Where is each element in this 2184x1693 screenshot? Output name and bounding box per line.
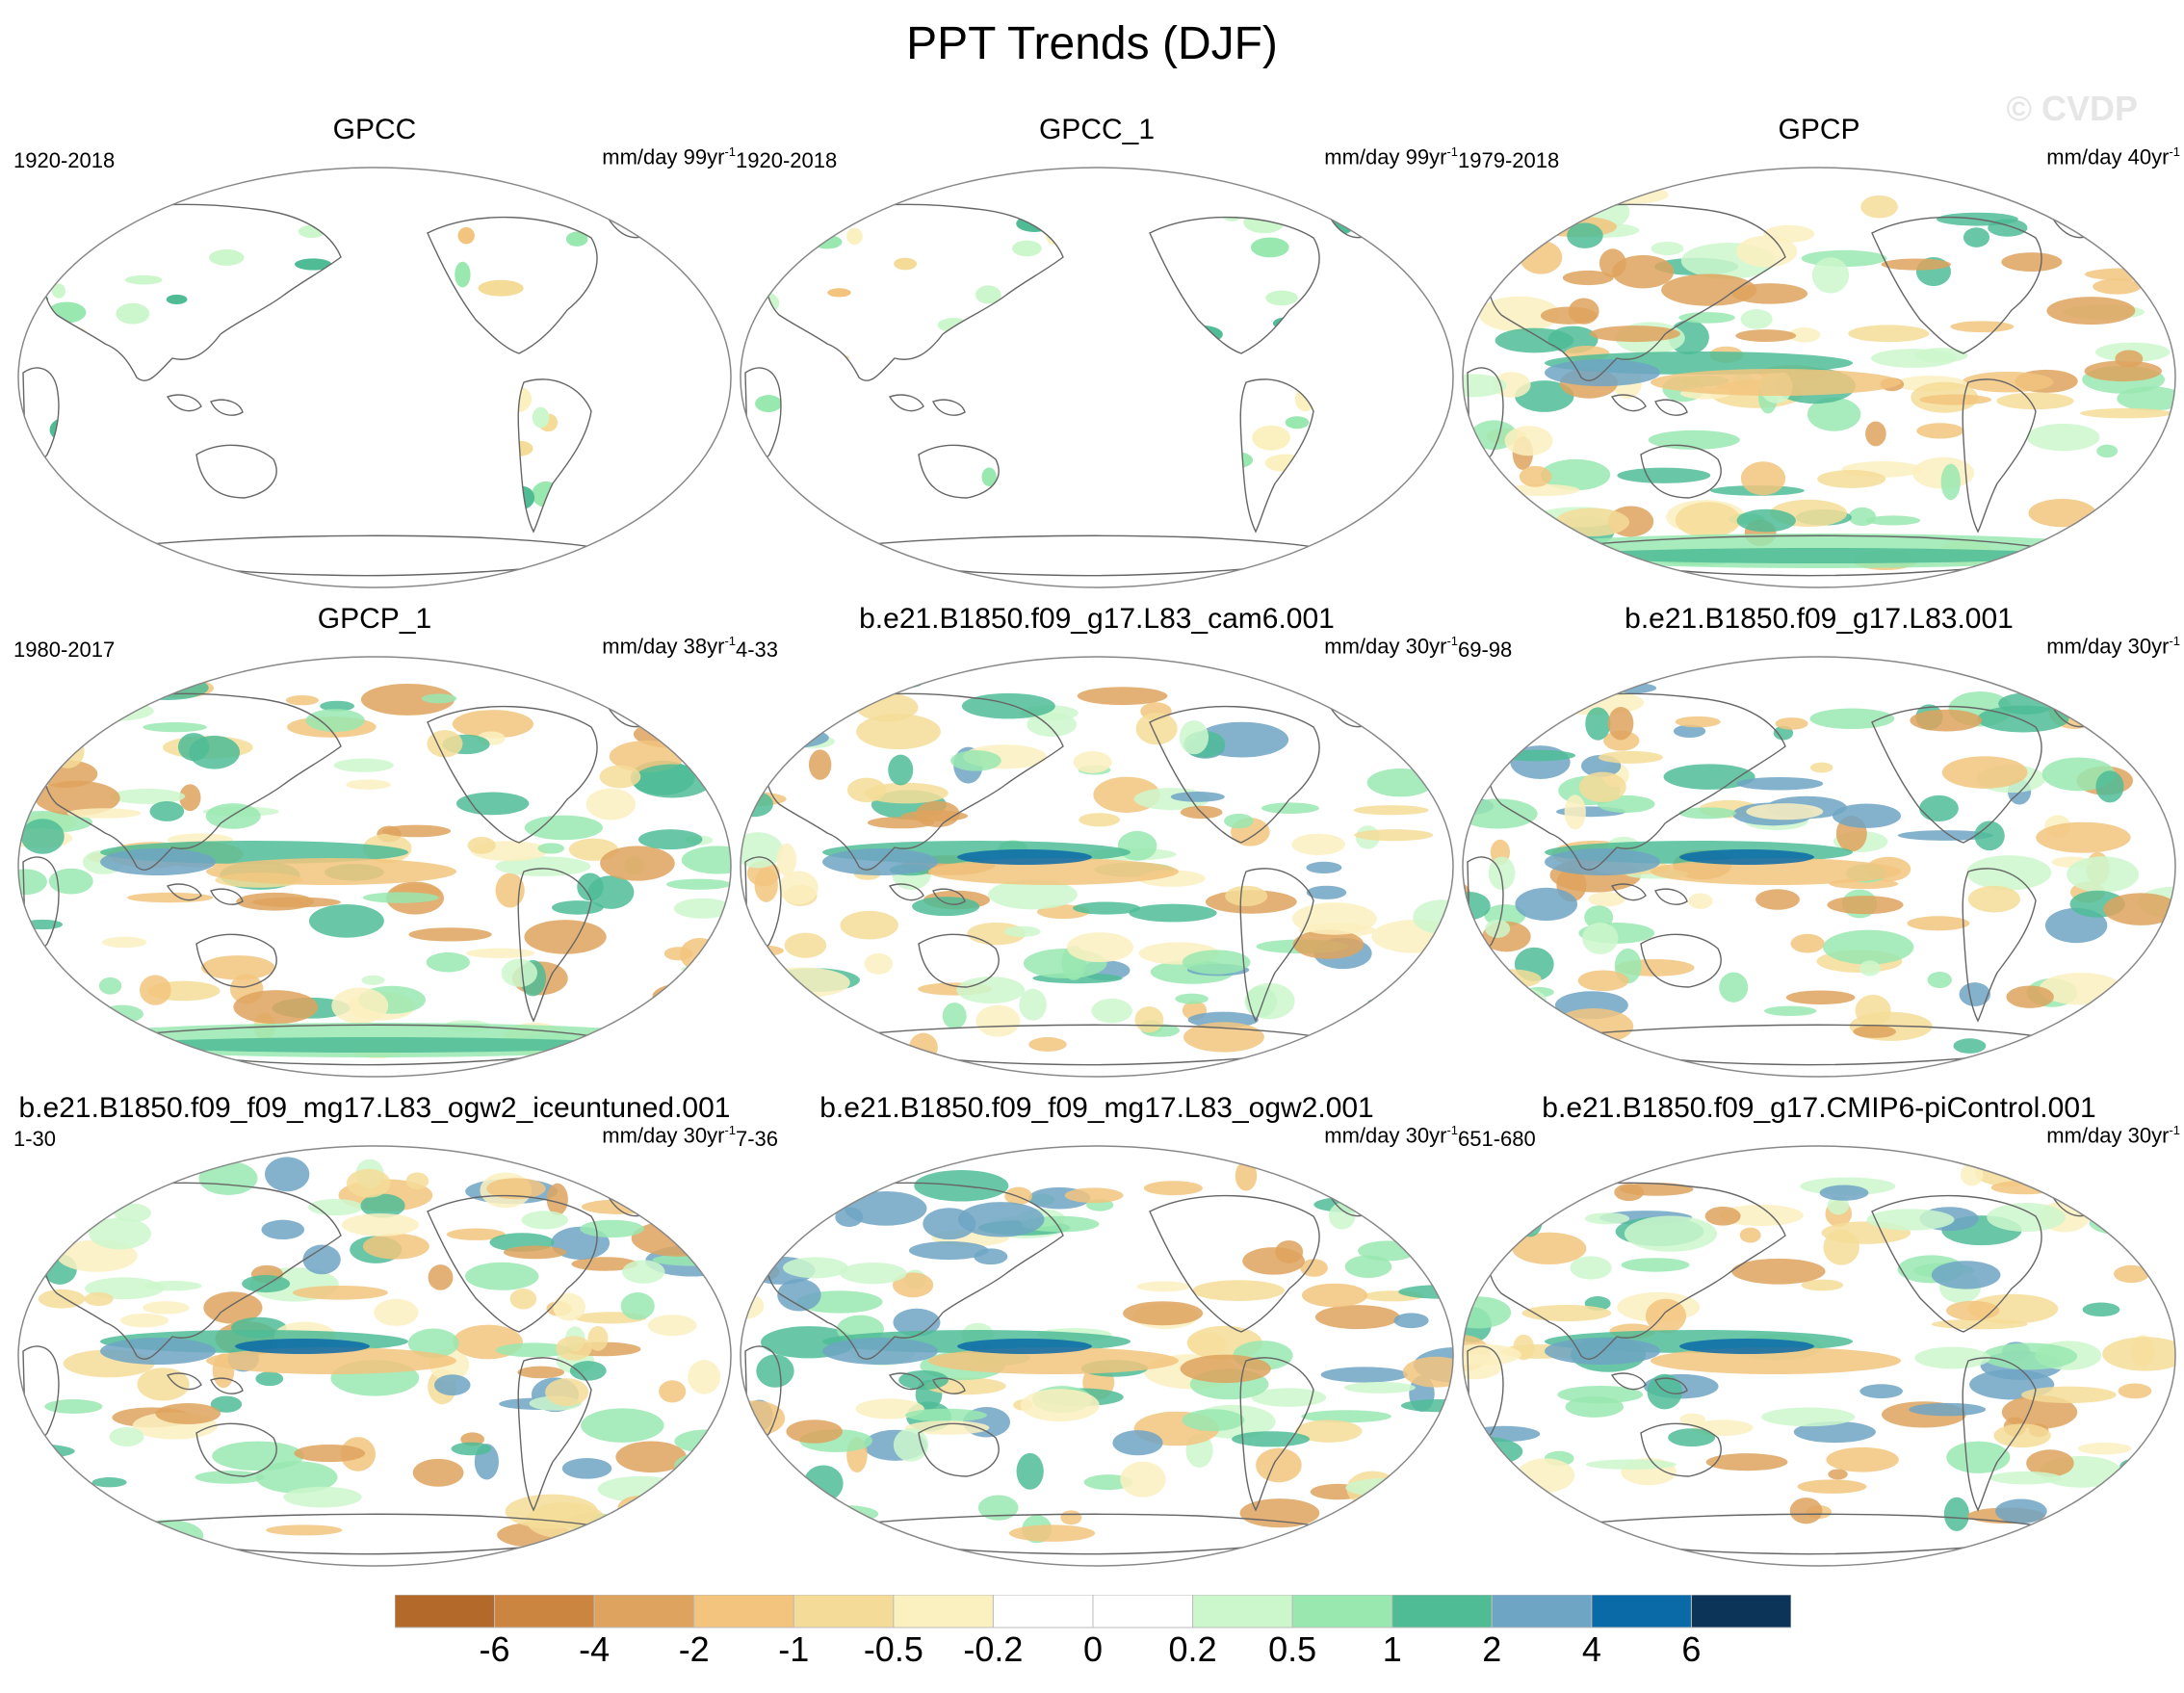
- colorbar-tick-label: 0.2: [1168, 1629, 1217, 1669]
- colorbar-segment: [1591, 1595, 1692, 1628]
- cvdp-watermark: © CVDP: [2006, 89, 2138, 128]
- panel-units: mm/day 38yr-1: [602, 634, 736, 659]
- panel-units-text: mm/day 30yr: [1324, 634, 1447, 659]
- panel-title: GPCC_1: [1038, 114, 1156, 145]
- panel-units-exponent: -1: [1446, 634, 1458, 648]
- map-panel: GPCC 1920-2018 mm/day 99yr-1: [13, 114, 736, 595]
- colorbar-segment: [1291, 1595, 1393, 1628]
- panel-period: 1979-2018: [1458, 148, 1560, 172]
- panel-period: 7-36: [736, 1127, 779, 1151]
- map-panel: b.e21.B1850.f09_g17.L83.001 69-98 mm/day 3…: [1458, 603, 2180, 1084]
- panel-title: GPCC: [332, 114, 417, 145]
- panel-period: 69-98: [1458, 638, 1513, 662]
- panel-units-text: mm/day 30yr: [2046, 1123, 2170, 1148]
- world-map: [740, 167, 1454, 588]
- world-map: [740, 656, 1454, 1078]
- colorbar-segment: [893, 1595, 994, 1628]
- panel-title: b.e21.B1850.f09_f09_mg17.L83_ogw2.001: [819, 1092, 1374, 1124]
- colorbar-segment: [992, 1595, 1094, 1628]
- panel-units-text: mm/day 30yr: [1324, 1123, 1447, 1148]
- panel-title: b.e21.B1850.f09_g17.L83.001: [1625, 603, 2014, 635]
- panel-title: b.e21.B1850.f09_f09_mg17.L83_ogw2_iceunt…: [18, 1092, 731, 1124]
- colorbar-tick-label: -6: [479, 1629, 510, 1669]
- panel-units-text: mm/day 30yr: [2046, 634, 2170, 659]
- world-map: [17, 1145, 732, 1567]
- colorbar-segment: [1092, 1595, 1194, 1628]
- map-panel: b.e21.B1850.f09_f09_mg17.L83_ogw2_iceunt…: [13, 1092, 736, 1574]
- panel-units: mm/day 99yr-1: [1324, 144, 1458, 169]
- panel-units-exponent: -1: [1446, 144, 1458, 159]
- colorbar-segment: [1391, 1595, 1493, 1628]
- colorbar-segment: [1690, 1595, 1791, 1628]
- panel-units: mm/day 99yr-1: [602, 144, 736, 169]
- panel-period: 651-680: [1458, 1127, 1536, 1151]
- panel-units-text: mm/day 30yr: [602, 1123, 725, 1148]
- panel-units-exponent: -1: [1446, 1123, 1458, 1137]
- colorbar-segment: [1491, 1595, 1593, 1628]
- colorbar-tick-label: 0: [1082, 1629, 1104, 1669]
- panel-units: mm/day 30yr-1: [602, 1123, 736, 1148]
- world-map: [1462, 656, 2176, 1078]
- colorbar-tick-label: -2: [678, 1629, 710, 1669]
- map-panel: b.e21.B1850.f09_f09_mg17.L83_ogw2.001 7-3…: [736, 1092, 1458, 1574]
- panel-title: GPCP_1: [317, 603, 432, 635]
- colorbar-segment: [793, 1595, 895, 1628]
- map-panel: GPCP_1 1980-2017 mm/day 38yr-1: [13, 603, 736, 1084]
- panel-period: 1980-2017: [13, 638, 116, 662]
- world-map: [1462, 1145, 2176, 1567]
- colorbar-tick-label: -1: [778, 1629, 810, 1669]
- world-map: [17, 167, 732, 588]
- colorbar-tick-label: 2: [1482, 1629, 1502, 1669]
- colorbar-segment: [693, 1595, 794, 1628]
- colorbar: [395, 1595, 1791, 1628]
- panel-period: 1920-2018: [736, 148, 838, 172]
- map-panel: GPCC_1 1920-2018 mm/day 99yr-1: [736, 114, 1458, 595]
- panel-units: mm/day 30yr-1: [1324, 634, 1458, 659]
- colorbar-segment: [593, 1595, 695, 1628]
- panel-units: mm/day 30yr-1: [1324, 1123, 1458, 1148]
- colorbar-tick-label: 1: [1382, 1629, 1402, 1669]
- figure-title: PPT Trends (DJF): [906, 18, 1278, 69]
- panel-units: mm/day 30yr-1: [2046, 1123, 2180, 1148]
- colorbar-segment: [1192, 1595, 1293, 1628]
- map-panel: b.e21.B1850.f09_g17.CMIP6-piControl.001 6…: [1458, 1092, 2180, 1574]
- panel-period: 4-33: [736, 638, 779, 662]
- colorbar-tick-label: 6: [1681, 1629, 1702, 1669]
- colorbar-tick-label: -0.5: [863, 1629, 923, 1669]
- panel-units-text: mm/day 40yr: [2046, 144, 2170, 169]
- colorbar-segment: [494, 1595, 595, 1628]
- colorbar-segment: [395, 1595, 496, 1628]
- panel-units-exponent: -1: [724, 144, 736, 159]
- map-panel: GPCP 1979-2018 mm/day 40yr-1: [1458, 114, 2180, 595]
- panel-title: b.e21.B1850.f09_g17.L83_cam6.001: [859, 603, 1335, 635]
- world-map: [17, 656, 732, 1078]
- panel-title: GPCP: [1778, 114, 1860, 145]
- world-map: [1462, 167, 2176, 588]
- map-panel: b.e21.B1850.f09_g17.L83_cam6.001 4-33 mm/d…: [736, 603, 1458, 1084]
- panel-units-text: mm/day 38yr: [602, 634, 725, 659]
- panel-units-exponent: -1: [2169, 144, 2180, 159]
- panel-title: b.e21.B1850.f09_g17.CMIP6-piControl.001: [1542, 1092, 2096, 1124]
- panel-units: mm/day 30yr-1: [2046, 634, 2180, 659]
- panel-units-exponent: -1: [2169, 634, 2180, 648]
- panel-period: 1-30: [13, 1127, 57, 1151]
- panel-units-exponent: -1: [2169, 1123, 2180, 1137]
- panel-units: mm/day 40yr-1: [2046, 144, 2180, 169]
- colorbar-tick-label: 0.5: [1268, 1629, 1317, 1669]
- colorbar-tick-label: -4: [579, 1629, 611, 1669]
- panel-units-exponent: -1: [724, 1123, 736, 1137]
- world-map: [740, 1145, 1454, 1567]
- colorbar-tick-label: -0.2: [963, 1629, 1024, 1669]
- panel-units-exponent: -1: [724, 634, 736, 648]
- panel-units-text: mm/day 99yr: [602, 144, 725, 169]
- panel-units-text: mm/day 99yr: [1324, 144, 1447, 169]
- panel-period: 1920-2018: [13, 148, 116, 172]
- colorbar-tick-label: 4: [1581, 1629, 1601, 1669]
